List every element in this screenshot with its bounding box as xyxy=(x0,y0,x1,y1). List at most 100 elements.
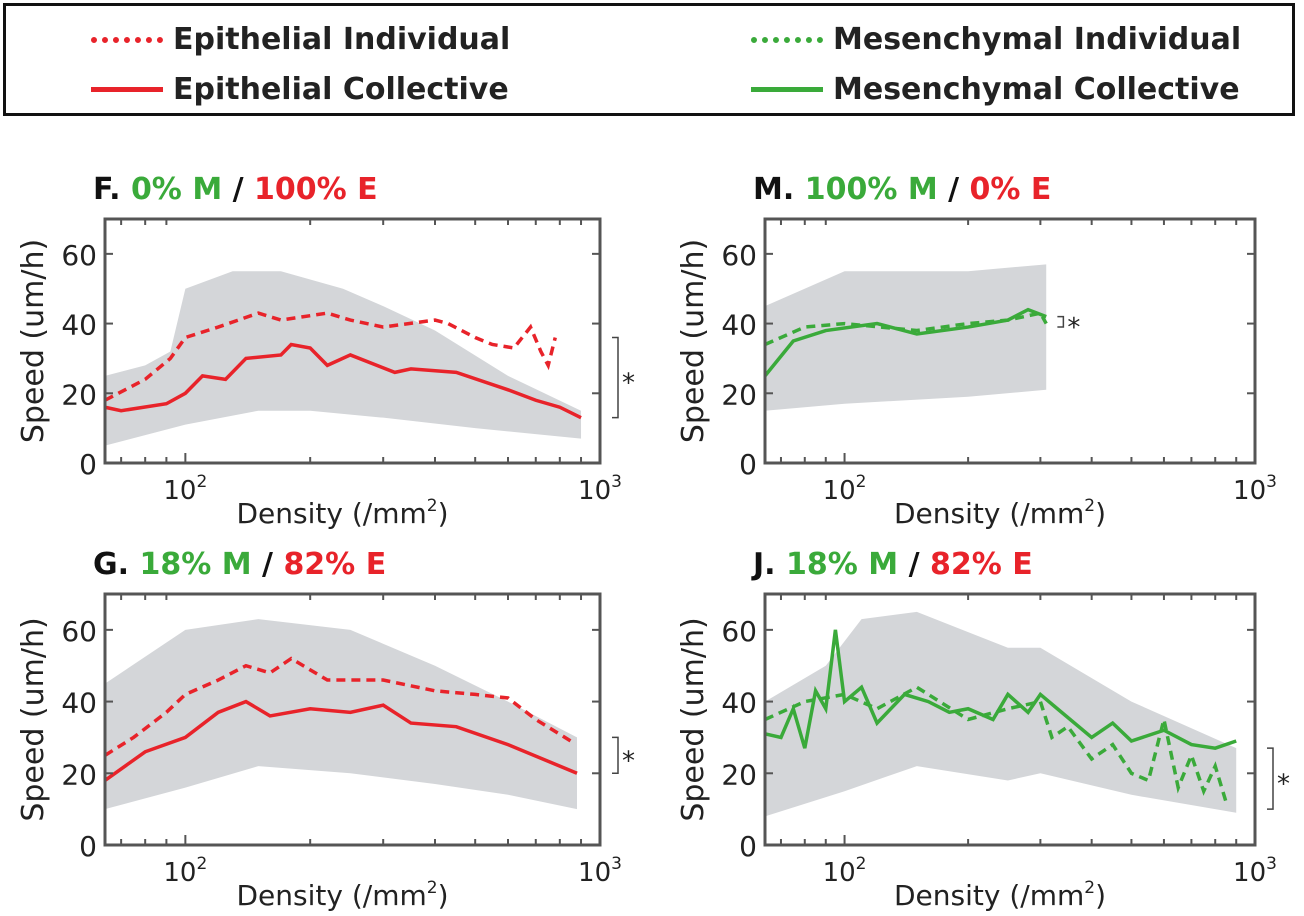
title-separator: / xyxy=(222,172,254,207)
x-axis-label: Density (/mm2) xyxy=(894,878,1106,912)
collective-line xyxy=(104,342,582,420)
x-tick-exponent: 3 xyxy=(1266,472,1277,492)
panel-title: M. 100% M / 0% E xyxy=(753,172,1051,207)
x-tick-exponent: 3 xyxy=(611,854,622,874)
x-tick-exponent: 2 xyxy=(856,472,867,492)
x-tick-label: 103 xyxy=(1233,854,1277,888)
x-tick-base: 10 xyxy=(578,476,611,506)
legend-label: Mesenchymal Collective xyxy=(833,72,1240,107)
x-tick-label: 102 xyxy=(163,472,207,506)
x-axis-label-text: Density (/mm xyxy=(894,497,1084,530)
y-tick-label: 0 xyxy=(79,448,97,481)
x-tick-label: 103 xyxy=(1233,472,1277,506)
panel-letter: F. xyxy=(93,172,131,207)
x-tick-base: 10 xyxy=(1233,476,1266,506)
x-axis-label-sup: 2 xyxy=(1084,878,1095,898)
significance-bracket xyxy=(612,736,619,775)
y-tick-label: 0 xyxy=(79,830,97,863)
y-axis-label: Speed (um/h) xyxy=(16,239,51,443)
title-separator: / xyxy=(898,547,930,582)
title-separator: / xyxy=(252,547,284,582)
axes-box xyxy=(103,592,602,847)
std-band xyxy=(105,619,577,810)
significance-asterisk: * xyxy=(1277,770,1290,800)
panel-title: J. 18% M / 82% E xyxy=(751,547,1033,582)
legend-label: Epithelial Collective xyxy=(173,72,509,107)
x-tick-exponent: 2 xyxy=(856,854,867,874)
x-axis-label-end: ) xyxy=(438,879,449,912)
y-axis-label: Speed (um/h) xyxy=(676,617,711,821)
title-mesenchymal-percent: 18% M xyxy=(139,547,251,582)
axes-box xyxy=(103,217,602,465)
y-tick-label: 40 xyxy=(721,687,757,720)
x-axis-label: Density (/mm2) xyxy=(236,496,448,530)
x-tick-exponent: 3 xyxy=(611,472,622,492)
panel-letter: G. xyxy=(93,547,139,582)
y-tick-label: 20 xyxy=(61,758,97,791)
x-axis-label-text: Density (/mm xyxy=(236,879,426,912)
x-axis-label-end: ) xyxy=(1095,497,1106,530)
x-tick-exponent: 3 xyxy=(1266,854,1277,874)
title-mesenchymal-percent: 18% M xyxy=(786,547,898,582)
title-epithelial-percent: 0% E xyxy=(970,172,1052,207)
x-tick-exponent: 2 xyxy=(196,854,207,874)
title-mesenchymal-percent: 0% M xyxy=(131,172,222,207)
collective-line xyxy=(103,699,578,782)
y-tick-label: 40 xyxy=(721,309,757,342)
x-tick-label: 102 xyxy=(823,472,867,506)
y-tick-label: 60 xyxy=(721,615,757,648)
x-tick-label: 103 xyxy=(578,472,622,506)
y-tick-label: 40 xyxy=(61,309,97,342)
x-tick-base: 10 xyxy=(823,858,856,888)
dashed-green-swatch xyxy=(751,36,823,43)
individual-line xyxy=(104,311,557,402)
y-tick-label: 20 xyxy=(721,378,757,411)
x-axis-label-text: Density (/mm xyxy=(894,879,1084,912)
x-tick-base: 10 xyxy=(163,858,196,888)
panel-title: G. 18% M / 82% E xyxy=(93,547,386,582)
individual-line xyxy=(104,656,572,757)
significance-asterisk: * xyxy=(622,746,635,776)
significance-bracket xyxy=(1057,315,1065,328)
x-axis-label-text: Density (/mm xyxy=(236,497,426,530)
panel-title: F. 0% M / 100% E xyxy=(93,172,378,207)
std-band xyxy=(765,264,1047,411)
x-axis-label: Density (/mm2) xyxy=(236,878,448,912)
x-tick-base: 10 xyxy=(1233,858,1266,888)
title-epithelial-percent: 100% E xyxy=(254,172,378,207)
x-tick-label: 102 xyxy=(823,854,867,888)
legend-label: Mesenchymal Individual xyxy=(833,22,1242,57)
y-tick-label: 20 xyxy=(61,378,97,411)
x-axis-label-end: ) xyxy=(1095,879,1106,912)
panel-letter: J. xyxy=(751,547,786,582)
dashed-red-swatch xyxy=(91,36,163,43)
x-axis-label-sup: 2 xyxy=(427,878,438,898)
axes-box xyxy=(763,217,1257,465)
legend-item-epithelial-collective: Epithelial Collective xyxy=(91,72,509,107)
significance-bracket xyxy=(612,336,619,419)
collective-line xyxy=(763,307,1047,377)
y-tick-label: 20 xyxy=(721,758,757,791)
solid-red-swatch xyxy=(91,87,163,92)
x-axis-label-sup: 2 xyxy=(427,496,438,516)
significance-bracket xyxy=(1267,747,1274,810)
panel-letter: M. xyxy=(753,172,805,207)
x-axis-label-end: ) xyxy=(438,497,449,530)
y-tick-label: 0 xyxy=(739,830,757,863)
x-axis-label: Density (/mm2) xyxy=(894,496,1106,530)
legend-item-epithelial-individual: Epithelial Individual xyxy=(91,22,510,57)
x-tick-base: 10 xyxy=(823,476,856,506)
solid-green-swatch xyxy=(751,87,823,92)
legend-item-mesenchymal-collective: Mesenchymal Collective xyxy=(751,72,1240,107)
y-axis-label: Speed (um/h) xyxy=(676,239,711,443)
x-tick-base: 10 xyxy=(578,858,611,888)
title-epithelial-percent: 82% E xyxy=(283,547,386,582)
y-tick-label: 60 xyxy=(721,239,757,272)
x-tick-exponent: 2 xyxy=(196,472,207,492)
individual-line xyxy=(764,311,1048,347)
title-epithelial-percent: 82% E xyxy=(930,547,1033,582)
